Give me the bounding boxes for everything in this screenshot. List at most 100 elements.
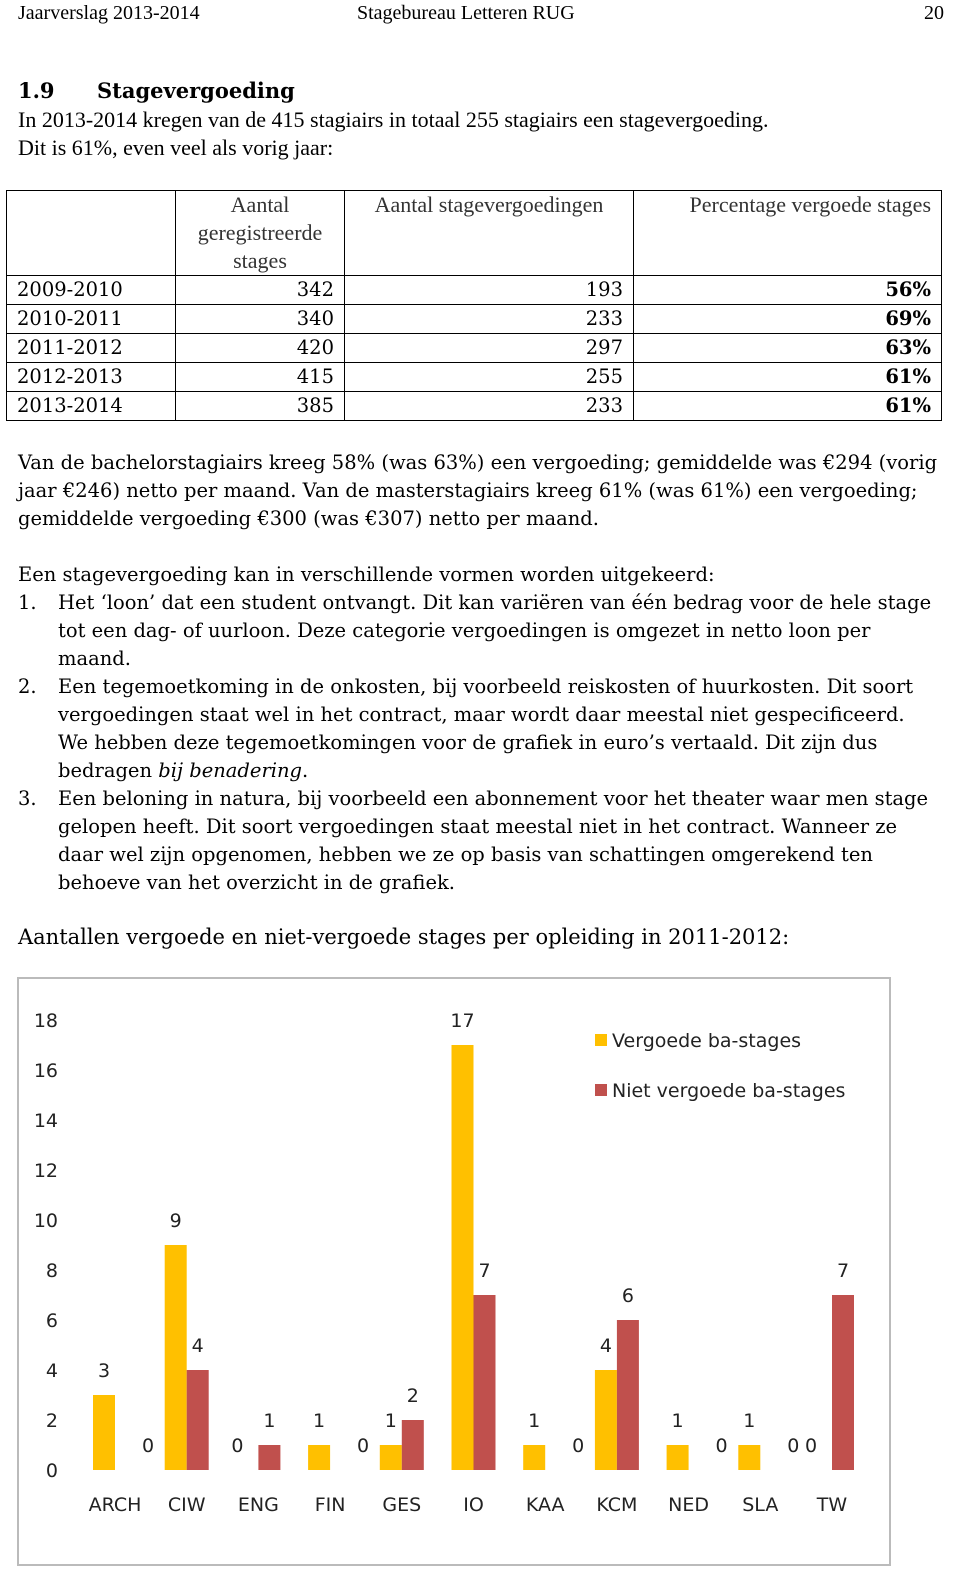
table-cell: 297 [344,333,634,363]
chart-caption: Aantallen vergoede en niet-vergoede stag… [18,925,790,949]
table-body: 2009-2010 342 193 56% 2010-2011 340 233 69% 2011… [6,275,942,421]
legend-label: Niet vergoede ba-stages [612,1080,845,1102]
x-tick-label: KCM [596,1494,637,1516]
y-tick-label: 16 [34,1060,58,1082]
bar [523,1445,546,1470]
y-tick-label: 0 [46,1460,58,1482]
y-tick-label: 12 [34,1160,58,1182]
row-label: 2011-2012 [6,333,176,363]
bar [594,1370,617,1470]
row-label: 2012-2013 [6,362,176,392]
x-tick-label: SLA [742,1494,778,1516]
bar [738,1445,761,1470]
table-row: 2013-2014 385 233 61% [6,391,942,421]
data-label: 1 [672,1410,684,1432]
data-label: 0 [357,1435,369,1457]
table-row: 2010-2011 340 233 69% [6,304,942,334]
list-item: 3. Een beloning in natura, bij voorbeeld … [18,785,940,897]
table-cell: 342 [175,275,345,305]
data-label: 0 [787,1435,799,1457]
bar [401,1420,424,1470]
data-label: 0 [231,1435,243,1457]
page-number: 20 [924,2,944,24]
row-label: 2009-2010 [6,275,176,305]
row-label: 2010-2011 [6,304,176,334]
section-number: 1.9 [18,78,55,103]
x-tick-label: FIN [315,1494,346,1516]
data-label: 1 [263,1410,275,1432]
table-cell: 415 [175,362,345,392]
data-label: 4 [600,1335,612,1357]
table-cell: 385 [175,391,345,421]
column-header: Percentage vergoede stages [633,190,942,276]
list-emphasis: bij benadering [158,759,303,782]
table-row: 2012-2013 415 255 61% [6,362,942,392]
table-header: Aantal geregistreerde stages Aantal stag… [6,190,942,276]
list-item: 2. Een tegemoetkoming in de onkosten, bij… [18,673,940,785]
bar [379,1445,402,1470]
y-tick-label: 6 [46,1310,58,1332]
data-label: 1 [743,1410,755,1432]
table-cell: 233 [344,391,634,421]
bar [666,1445,689,1470]
header-center: Stagebureau Letteren RUG [357,2,575,24]
list-text-end: . [302,759,309,782]
data-label: 0 [572,1435,584,1457]
data-label: 17 [450,1010,474,1032]
table-cell: 61% [633,362,942,392]
y-tick-label: 18 [34,1010,58,1032]
table-cell: 193 [344,275,634,305]
row-label: 2013-2014 [6,391,176,421]
table-cell: 340 [175,304,345,334]
x-tick-label: KAA [526,1494,565,1516]
data-label: 7 [837,1260,849,1282]
x-tick-label: IO [463,1494,484,1516]
y-tick-label: 14 [34,1110,58,1132]
chart: 024681012141618ARCH30CIW94ENG01FIN10GES1… [17,977,891,1566]
bar [616,1320,639,1470]
data-label: 1 [313,1410,325,1432]
data-label: 9 [170,1210,182,1232]
x-tick-label: CIW [168,1494,206,1516]
list-number: 2. [18,675,37,698]
bar [258,1445,281,1470]
corner-cell [6,190,176,276]
list-item: 1. Het ‘loon’ dat een student ontvangt. D… [18,589,940,673]
data-label: 1 [385,1410,397,1432]
table-cell: 255 [344,362,634,392]
table-cell: 420 [175,333,345,363]
section-title: Stagevergoeding [97,78,295,103]
data-label: 0 [142,1435,154,1457]
data-label: 7 [478,1260,490,1282]
table-cell: 233 [344,304,634,334]
list-number: 3. [18,787,37,810]
column-header: Aantal stagevergoedingen [344,190,634,276]
list-intro: Een stagevergoeding kan in verschillende… [18,563,715,586]
data-label: 3 [98,1360,110,1382]
x-tick-label: ENG [238,1494,279,1516]
list-text: Een tegemoetkoming in de onkosten, bij v… [58,675,914,782]
table-cell: 69% [633,304,942,334]
table-cell: 61% [633,391,942,421]
table: Aantal geregistreerde stages Aantal stag… [6,190,942,421]
x-tick-label: TW [816,1494,848,1516]
intro: In 2013-2014 kregen van de 415 stagiairs… [18,107,769,132]
data-label: 4 [192,1335,204,1357]
list-text: Een beloning in natura, bij voorbeeld ee… [58,787,929,894]
bar [93,1395,115,1470]
data-label: 2 [407,1385,419,1407]
x-tick-label: GES [382,1494,421,1516]
data-label: 0 [805,1435,817,1457]
bar [164,1245,187,1470]
legend-swatch [595,1084,607,1096]
intro: Dit is 61%, even veel als vorig jaar: [18,135,334,160]
bar [473,1295,496,1470]
bar [308,1445,331,1470]
bar [451,1045,474,1470]
table-cell: 63% [633,333,942,363]
legend-label: Vergoede ba-stages [612,1030,801,1052]
list-text: Het ‘loon’ dat een student ontvangt. Dit… [58,591,932,670]
table-row: 2011-2012 420 297 63% [6,333,942,363]
data-label: 6 [622,1285,634,1307]
table-row: 2009-2010 342 193 56% [6,275,942,305]
